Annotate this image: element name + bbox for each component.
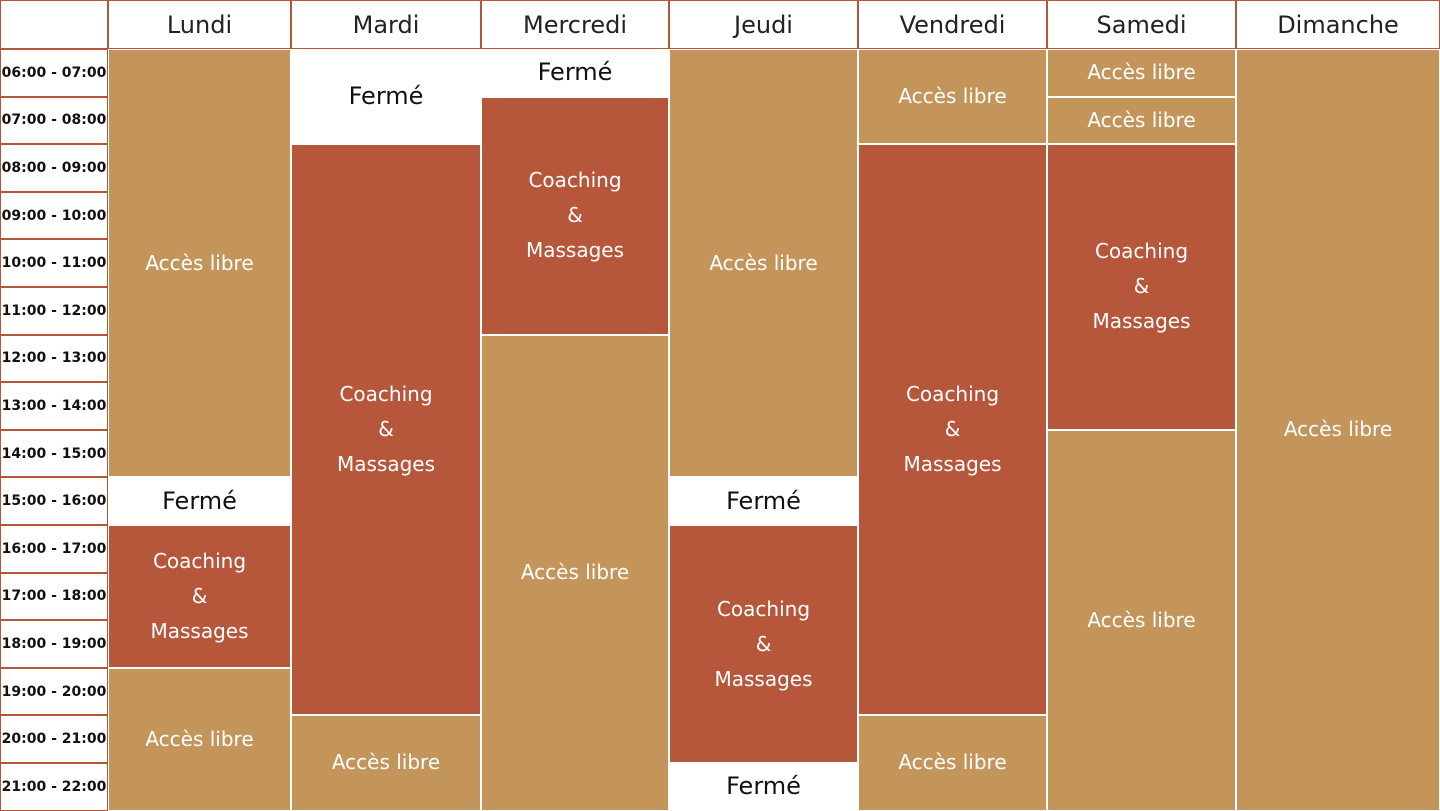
acces-libre-block: Accès libre [669,49,858,478]
block-label-line: Fermé [537,58,613,87]
block-label-line: & [567,203,583,228]
time-slot-label: 18:00 - 19:00 [0,620,108,668]
block-label-line: Massages [150,618,249,643]
block-label-line: Accès libre [898,750,1007,775]
block-label-line: & [378,417,394,442]
day-header-mercredi: Mercredi [481,0,669,49]
time-slot-label: 17:00 - 18:00 [0,572,108,621]
acces-libre-block: Accès libre [1047,429,1236,811]
coaching-massages-block: Coaching & Massages [481,96,669,335]
acces-libre-block: Accès libre [108,49,291,478]
block-label-line: Accès libre [709,250,818,275]
acces-libre-block: Accès libre [108,667,291,811]
block-label-line: & [755,631,772,656]
acces-libre-block: Accès libre [858,715,1047,811]
time-slot-label: 21:00 - 22:00 [0,763,108,811]
block-label-line: Coaching [905,382,1000,407]
day-header-dimanche: Dimanche [1236,0,1440,49]
time-slot-label: 13:00 - 14:00 [0,382,108,430]
day-header-samedi: Samedi [1047,0,1236,49]
time-slot-label: 12:00 - 13:00 [0,334,108,383]
block-label-line: Accès libre [1087,607,1196,632]
time-slot-label: 07:00 - 08:00 [0,96,108,145]
day-header-jeudi: Jeudi [669,0,858,49]
coaching-massages-block: Coaching & Massages [858,144,1047,716]
ferme-block: Fermé [291,49,481,145]
header-corner-cell [0,0,108,49]
block-label-line: & [944,417,961,442]
coaching-massages-block: Coaching & Massages [291,144,481,716]
block-label-line: Fermé [348,82,424,111]
block-label-line: Coaching [339,382,433,407]
block-label-line: Coaching [716,596,811,621]
acces-libre-block: Accès libre [1047,49,1236,97]
block-label-line: & [1133,274,1150,299]
block-label-line: Accès libre [145,250,254,275]
time-slot-label: 20:00 - 21:00 [0,715,108,763]
block-label-line: Massages [336,452,436,477]
block-label-line: Fermé [726,486,801,515]
ferme-block: Fermé [669,477,858,525]
block-label-line: Accès libre [520,560,630,585]
day-header-vendredi: Vendredi [858,0,1047,49]
acces-libre-block: Accès libre [1047,96,1236,145]
block-label-line: Fermé [726,772,801,801]
time-slot-label: 14:00 - 15:00 [0,429,108,478]
time-slot-label: 11:00 - 12:00 [0,287,108,335]
block-label-line: Massages [903,452,1002,477]
block-label-line: Coaching [1094,239,1189,264]
time-slot-label: 15:00 - 16:00 [0,477,108,525]
acces-libre-block: Accès libre [1236,49,1440,811]
acces-libre-block: Accès libre [858,49,1047,145]
block-label-line: Accès libre [1283,417,1393,442]
acces-libre-block: Accès libre [481,334,669,811]
block-label-line: Massages [525,238,625,263]
ferme-block: Fermé [481,49,669,97]
day-header-mardi: Mardi [291,0,481,49]
acces-libre-block: Accès libre [291,715,481,811]
coaching-massages-block: Coaching & Massages [108,525,291,668]
coaching-massages-block: Coaching & Massages [1047,144,1236,430]
time-slot-label: 09:00 - 10:00 [0,191,108,240]
time-slot-label: 19:00 - 20:00 [0,667,108,716]
ferme-block: Fermé [669,763,858,811]
block-label-line: Massages [1092,309,1191,334]
time-slot-label: 06:00 - 07:00 [0,49,108,97]
block-label-line: Accès libre [1087,107,1196,132]
day-header-lundi: Lundi [108,0,291,49]
coaching-massages-block: Coaching & Massages [669,525,858,763]
block-label-line: Coaching [528,168,622,193]
block-label-line: Massages [714,666,813,691]
block-label-line: Accès libre [1087,60,1196,85]
time-slot-label: 10:00 - 11:00 [0,239,108,287]
block-label-line: Fermé [162,486,237,515]
time-slot-label: 16:00 - 17:00 [0,525,108,573]
block-label-line: Accès libre [331,750,441,775]
block-label-line: Accès libre [898,84,1007,109]
block-label-line: Accès libre [145,726,254,751]
time-slot-label: 08:00 - 09:00 [0,144,108,192]
block-label-line: & [191,583,208,608]
ferme-block: Fermé [108,477,291,525]
block-label-line: Coaching [152,548,247,573]
